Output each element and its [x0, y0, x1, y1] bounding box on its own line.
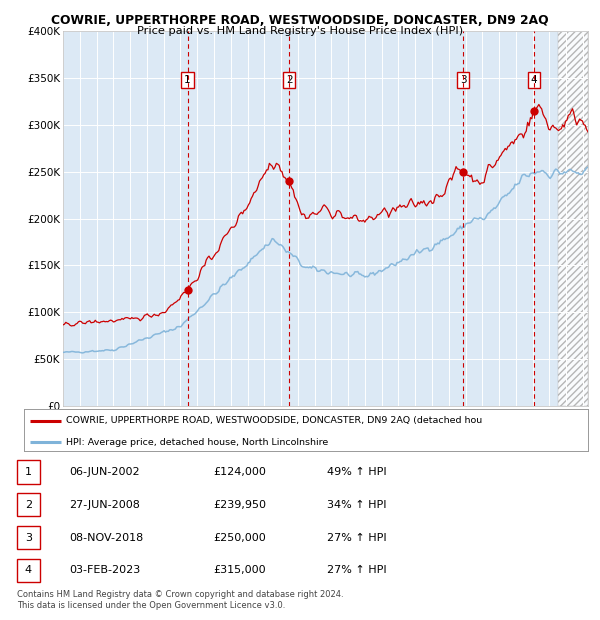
Text: 3: 3 — [460, 75, 466, 85]
Text: COWRIE, UPPERTHORPE ROAD, WESTWOODSIDE, DONCASTER, DN9 2AQ: COWRIE, UPPERTHORPE ROAD, WESTWOODSIDE, … — [51, 14, 549, 27]
Text: 08-NOV-2018: 08-NOV-2018 — [69, 533, 143, 542]
Text: £239,950: £239,950 — [213, 500, 266, 510]
Text: 4: 4 — [531, 75, 538, 85]
Text: 1: 1 — [25, 467, 32, 477]
Text: HPI: Average price, detached house, North Lincolnshire: HPI: Average price, detached house, Nort… — [66, 438, 329, 446]
Text: 1: 1 — [184, 75, 191, 85]
Text: Price paid vs. HM Land Registry's House Price Index (HPI): Price paid vs. HM Land Registry's House … — [137, 26, 463, 36]
Text: 03-FEB-2023: 03-FEB-2023 — [69, 565, 140, 575]
Text: 4: 4 — [25, 565, 32, 575]
Text: 3: 3 — [25, 533, 32, 542]
Text: 27-JUN-2008: 27-JUN-2008 — [69, 500, 140, 510]
Text: 2: 2 — [286, 75, 293, 85]
Text: Contains HM Land Registry data © Crown copyright and database right 2024.
This d: Contains HM Land Registry data © Crown c… — [17, 590, 343, 609]
Text: 2: 2 — [25, 500, 32, 510]
Text: 27% ↑ HPI: 27% ↑ HPI — [327, 565, 386, 575]
Text: £250,000: £250,000 — [213, 533, 266, 542]
Text: 27% ↑ HPI: 27% ↑ HPI — [327, 533, 386, 542]
Bar — [558, 31, 588, 406]
Text: 06-JUN-2002: 06-JUN-2002 — [69, 467, 140, 477]
Text: £124,000: £124,000 — [213, 467, 266, 477]
Text: 49% ↑ HPI: 49% ↑ HPI — [327, 467, 386, 477]
Text: 34% ↑ HPI: 34% ↑ HPI — [327, 500, 386, 510]
Bar — [558, 31, 588, 406]
Text: £315,000: £315,000 — [213, 565, 266, 575]
Text: COWRIE, UPPERTHORPE ROAD, WESTWOODSIDE, DONCASTER, DN9 2AQ (detached hou: COWRIE, UPPERTHORPE ROAD, WESTWOODSIDE, … — [66, 416, 482, 425]
